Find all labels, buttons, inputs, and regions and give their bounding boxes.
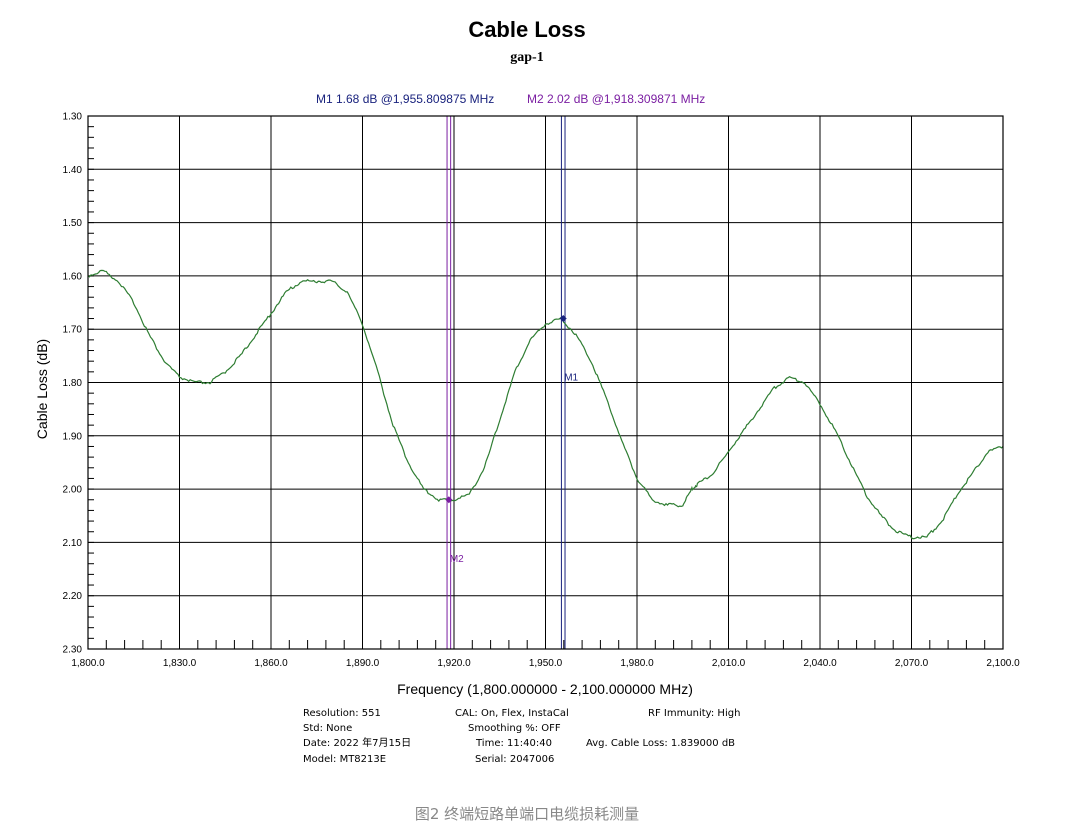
plot-frame	[87, 115, 1004, 650]
x-tick-label: 1,890.0	[346, 658, 380, 669]
info-time: Time: 11:40:40	[475, 738, 552, 749]
x-tick-label: 2,070.0	[895, 658, 929, 669]
y-tick-label: 2.00	[63, 485, 83, 496]
info-panel: Resolution: 551 Std: None Date: 2022 年7月…	[303, 708, 740, 765]
cable-loss-trace	[87, 269, 1004, 540]
y-tick-label: 1.50	[63, 218, 83, 229]
chart-subtitle: gap-1	[510, 50, 543, 65]
info-model: Model: MT8213E	[303, 754, 386, 765]
y-tick-label: 2.20	[63, 591, 83, 602]
y-tick-label: 1.30	[63, 112, 83, 123]
info-avg-loss: Avg. Cable Loss: 1.839000 dB	[586, 738, 735, 749]
info-rf-immunity: RF Immunity: High	[648, 708, 740, 719]
info-date: Date: 2022 年7月15日	[303, 736, 411, 749]
info-cal: CAL: On, Flex, InstaCal	[455, 708, 569, 719]
x-tick-label: 1,800.0	[71, 658, 105, 669]
y-tick-label: 1.90	[63, 431, 83, 442]
y-tick-labels: 1.30 1.40 1.50 1.60 1.70 1.80 1.90 2.00 2.10 2.20…	[63, 112, 83, 656]
y-tick-label: 1.70	[63, 325, 83, 336]
x-tick-label: 1,950.0	[529, 658, 563, 669]
marker-lines	[446, 116, 566, 649]
marker-points: M1 M2	[445, 315, 579, 565]
y-tick-label: 1.80	[63, 378, 83, 389]
x-tick-label: 1,980.0	[620, 658, 654, 669]
m1-marker-point	[559, 315, 567, 323]
y-tick-label: 1.40	[63, 165, 83, 176]
x-tick-label: 2,010.0	[712, 658, 746, 669]
x-tick-label: 2,100.0	[986, 658, 1020, 669]
x-tick-label: 2,040.0	[803, 658, 837, 669]
grid	[88, 116, 1003, 649]
info-serial: Serial: 2047006	[475, 754, 554, 765]
x-tick-label: 1,830.0	[163, 658, 197, 669]
y-tick-label: 2.30	[63, 645, 83, 656]
x-axis-label: Frequency (1,800.000000 - 2,100.000000 M…	[397, 681, 693, 697]
info-resolution: Resolution: 551	[303, 708, 381, 719]
m2-marker-label: M2	[450, 554, 464, 565]
m2-marker-point	[445, 496, 453, 504]
y-axis-label: Cable Loss (dB)	[34, 339, 50, 439]
x-tick-label: 1,860.0	[254, 658, 288, 669]
y-tick-label: 2.10	[63, 538, 83, 549]
m2-readout: M2 2.02 dB @1,918.309871 MHz	[527, 92, 705, 106]
x-tick-label: 1,920.0	[437, 658, 471, 669]
chart-title: Cable Loss	[468, 17, 585, 42]
figure-caption: 图2 终端短路单端口电缆损耗测量	[415, 805, 639, 823]
x-tick-labels: 1,800.0 1,830.0 1,860.0 1,890.0 1,920.0 1,950…	[71, 658, 1020, 669]
info-std: Std: None	[303, 723, 352, 734]
y-tick-label: 1.60	[63, 271, 83, 282]
m1-marker-label: M1	[564, 373, 578, 384]
m1-readout: M1 1.68 dB @1,955.809875 MHz	[316, 92, 494, 106]
info-smoothing: Smoothing %: OFF	[468, 723, 561, 734]
